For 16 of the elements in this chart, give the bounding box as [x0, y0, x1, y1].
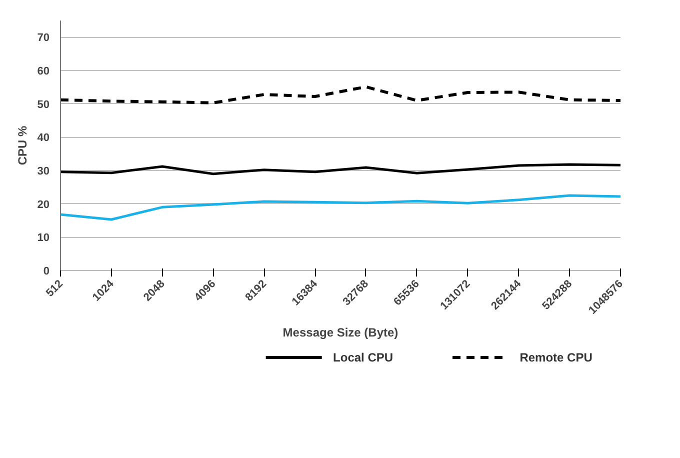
- x-axis-title: Message Size (Byte): [282, 325, 398, 340]
- line-series: [60, 85, 620, 104]
- y-tick-label: 10: [37, 232, 50, 244]
- y-axis-title: CPU %: [15, 126, 30, 166]
- legend-label: Remote CPU: [520, 350, 592, 364]
- y-tick-label: 60: [37, 66, 50, 78]
- line-series: [60, 194, 620, 221]
- legend-label: Local CPU: [333, 350, 394, 364]
- x-tick-label: 512: [44, 278, 66, 300]
- y-tick-label: 40: [37, 132, 50, 144]
- y-tick-label: 50: [37, 98, 50, 111]
- line-series: [60, 163, 620, 176]
- y-tick-label: 0: [43, 266, 50, 278]
- y-tick-label: 30: [37, 166, 50, 178]
- y-tick-label: 20: [37, 198, 50, 211]
- y-tick-label: 70: [37, 32, 50, 44]
